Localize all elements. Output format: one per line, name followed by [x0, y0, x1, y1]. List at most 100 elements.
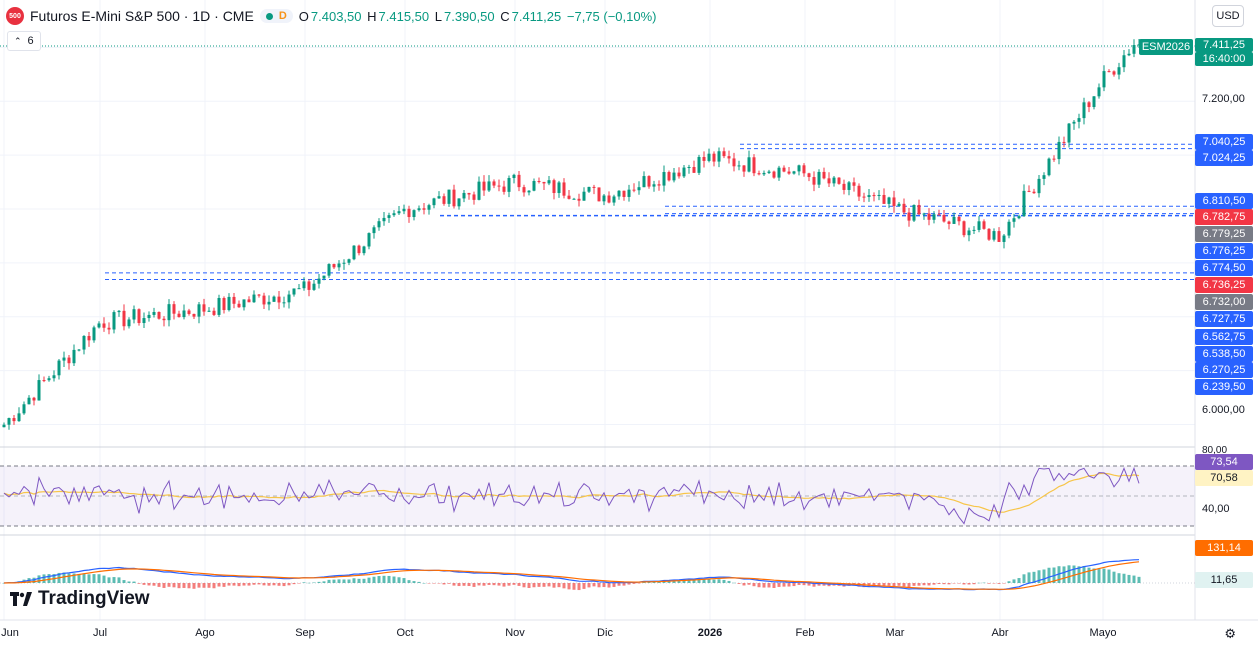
- candle-body: [607, 195, 611, 203]
- candle-body: [567, 195, 571, 199]
- candle-body: [822, 171, 826, 179]
- time-axis-label: 2026: [697, 627, 723, 639]
- candle-body: [622, 190, 626, 197]
- candle-body: [372, 227, 376, 234]
- brand-name: TradingView: [38, 588, 150, 609]
- macd-hist-bar: [1037, 570, 1041, 583]
- macd-hist-bar: [512, 583, 516, 585]
- macd-hist-bar: [632, 583, 636, 584]
- candle-body: [257, 294, 261, 296]
- macd-hist-bar: [707, 578, 711, 583]
- macd-hist-bar: [262, 583, 266, 586]
- candle-body: [1097, 87, 1101, 97]
- macd-hist-bar: [572, 583, 576, 590]
- macd-hist-bar: [247, 583, 251, 586]
- candle-body: [612, 196, 616, 203]
- candle-body: [1042, 175, 1046, 179]
- candle-body: [122, 310, 126, 327]
- candle-body: [752, 157, 756, 174]
- candle-body: [117, 310, 121, 313]
- candles: [2, 38, 1141, 430]
- candle-body: [732, 158, 736, 167]
- candle-body: [507, 178, 511, 192]
- candle-body: [107, 327, 111, 330]
- macd-hist-bar: [337, 579, 341, 583]
- market-status-pill[interactable]: D: [259, 9, 293, 23]
- macd-hist-bar: [437, 583, 441, 584]
- candle-body: [482, 181, 486, 191]
- macd-hist-bar: [162, 583, 166, 588]
- candle-body: [972, 229, 976, 231]
- macd-hist-bar: [257, 583, 261, 585]
- level-price-tag: 6.810,50: [1195, 193, 1253, 209]
- macd-hist-bar: [1012, 579, 1016, 583]
- rsi-axis-40: 40,00: [1202, 503, 1230, 515]
- macd-hist-bar: [1107, 569, 1111, 583]
- candle-body: [407, 208, 411, 218]
- candle-body: [487, 181, 491, 191]
- macd-hist-bar: [152, 583, 156, 586]
- candle-body: [242, 299, 246, 308]
- candle-body: [87, 335, 91, 341]
- time-axis-label: Mar: [885, 627, 905, 639]
- candle-body: [292, 288, 296, 295]
- candle-body: [197, 304, 201, 317]
- candle-body: [207, 310, 211, 312]
- macd-hist-bar: [327, 579, 331, 583]
- candle-body: [302, 281, 306, 289]
- macd-hist-bar: [987, 583, 991, 584]
- macd-hist-bar: [637, 583, 641, 584]
- tradingview-logo[interactable]: TradingView: [10, 588, 150, 610]
- candle-body: [1047, 158, 1051, 176]
- macd-hist-bar: [462, 583, 466, 586]
- currency-button[interactable]: USD: [1212, 5, 1244, 27]
- indicators-toggle[interactable]: ⌃ 6: [7, 31, 41, 51]
- candle-body: [1037, 178, 1041, 194]
- macd-hist-bar: [697, 579, 701, 583]
- macd-hist-bar: [522, 583, 526, 588]
- candle-body: [82, 335, 86, 350]
- candle-body: [997, 231, 1001, 242]
- time-axis-label: Dic: [597, 627, 613, 639]
- candle-body: [297, 288, 301, 290]
- candle-body: [862, 196, 866, 198]
- candle-body: [517, 174, 521, 188]
- candle-body: [452, 189, 456, 207]
- macd-hist-bar: [822, 583, 826, 586]
- macd-hist-bar: [467, 583, 471, 587]
- macd-hist-tag: 11,65: [1195, 572, 1253, 588]
- macd-hist-bar: [562, 583, 566, 589]
- macd-hist-bar: [1092, 568, 1096, 583]
- candle-body: [52, 375, 56, 379]
- macd-hist-bar: [792, 583, 796, 587]
- candle-body: [1077, 118, 1081, 122]
- high-value: 7.415,50: [378, 8, 430, 24]
- macd-hist-bar: [747, 583, 751, 585]
- candle-body: [22, 404, 26, 414]
- candle-body: [492, 181, 496, 186]
- macd-hist-bar: [722, 579, 726, 583]
- candle-body: [902, 203, 906, 213]
- candle-body: [12, 418, 16, 422]
- symbol-title[interactable]: Futuros E-Mini S&P 500 · 1D · CME: [30, 8, 254, 24]
- candle-body: [707, 153, 711, 161]
- candle-body: [322, 275, 326, 279]
- candle-body: [932, 214, 936, 220]
- candle-body: [947, 221, 951, 224]
- symbol-logo[interactable]: 500: [6, 7, 24, 25]
- macd-hist-bar: [1087, 567, 1091, 583]
- settings-gear-icon[interactable]: ⚙: [1224, 626, 1236, 641]
- candle-body: [7, 418, 11, 425]
- macd-hist-bar: [882, 583, 886, 587]
- macd-hist-bar: [427, 583, 431, 584]
- macd-hist-bar: [1057, 566, 1061, 583]
- macd-hist-bar: [872, 583, 876, 587]
- candle-body: [47, 378, 51, 381]
- candle-body: [102, 323, 106, 328]
- candle-body: [387, 215, 391, 218]
- macd-hist-bar: [622, 583, 626, 586]
- macd-hist-bar: [237, 583, 241, 587]
- candle-body: [837, 177, 841, 184]
- macd-hist-bar: [222, 583, 226, 587]
